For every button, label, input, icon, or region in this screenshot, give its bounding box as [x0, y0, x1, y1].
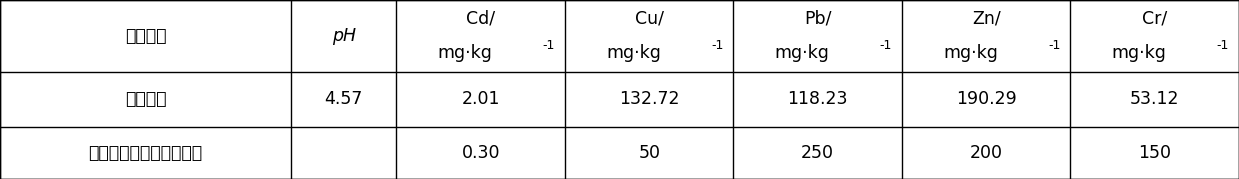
Text: Cu/: Cu/ [634, 10, 664, 28]
Text: -1: -1 [711, 39, 724, 52]
Text: Pb/: Pb/ [804, 10, 831, 28]
Text: 4.57: 4.57 [325, 90, 363, 108]
Text: mg·kg: mg·kg [943, 44, 999, 62]
Text: -1: -1 [1048, 39, 1061, 52]
Text: 190.29: 190.29 [955, 90, 1017, 108]
Text: mg·kg: mg·kg [606, 44, 662, 62]
Text: 2.01: 2.01 [461, 90, 501, 108]
Text: 150: 150 [1139, 144, 1171, 162]
Text: 国家二级标准（酸性土）: 国家二级标准（酸性土） [88, 144, 203, 162]
Text: 供试土壤: 供试土壤 [125, 90, 166, 108]
Text: 118.23: 118.23 [788, 90, 847, 108]
Text: Cr/: Cr/ [1142, 10, 1167, 28]
Text: mg·kg: mg·kg [1111, 44, 1167, 62]
Text: pH: pH [332, 27, 356, 45]
Text: -1: -1 [880, 39, 892, 52]
Text: Cd/: Cd/ [466, 10, 496, 28]
Text: 250: 250 [802, 144, 834, 162]
Text: mg·kg: mg·kg [774, 44, 830, 62]
Text: 50: 50 [638, 144, 660, 162]
Text: 132.72: 132.72 [620, 90, 679, 108]
Text: mg·kg: mg·kg [437, 44, 493, 62]
Text: 土壤性质: 土壤性质 [125, 27, 166, 45]
Text: 53.12: 53.12 [1130, 90, 1180, 108]
Text: Zn/: Zn/ [971, 10, 1001, 28]
Text: 200: 200 [970, 144, 1002, 162]
Text: -1: -1 [543, 39, 555, 52]
Text: 0.30: 0.30 [461, 144, 501, 162]
Text: -1: -1 [1217, 39, 1229, 52]
